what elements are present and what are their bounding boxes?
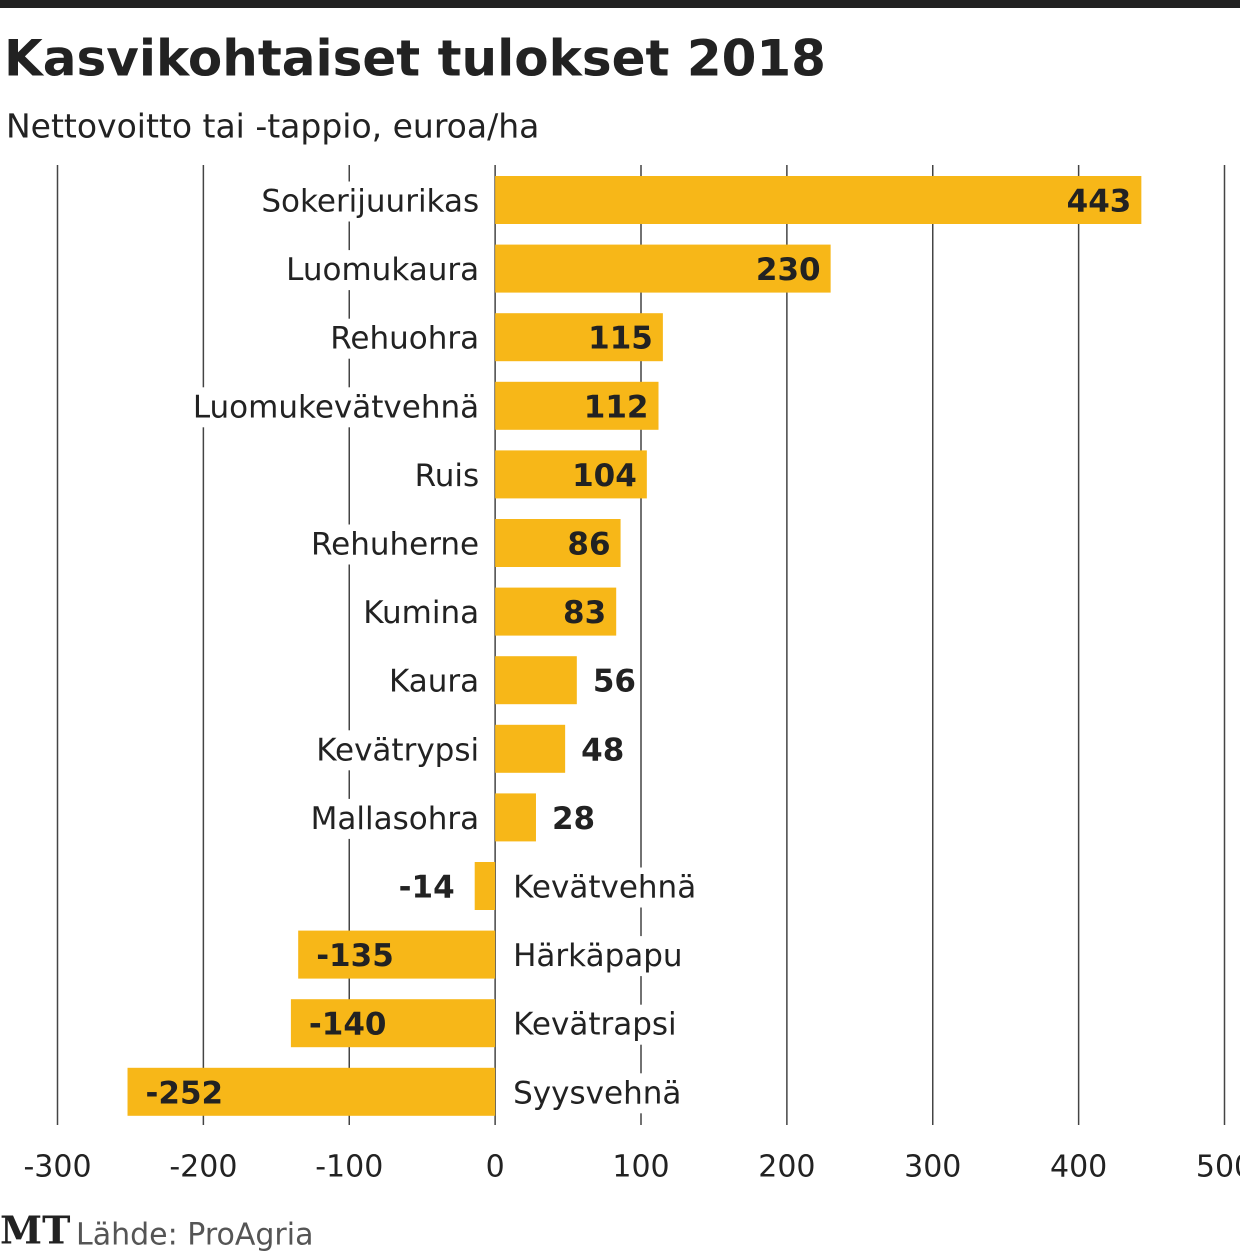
value-label: -252 [146,1075,224,1111]
category-label: Kevätrapsi [513,1007,677,1043]
label-backdrop [306,524,484,565]
category-label: Kumina [363,595,479,631]
label-backdrop [384,661,484,702]
label-backdrop [188,387,484,428]
bar [495,176,1142,224]
bar [495,244,831,293]
category-label: Syysvehnä [513,1075,681,1111]
x-tick-label: -300 [23,1150,91,1185]
bar [495,587,617,636]
label-backdrop [306,798,484,839]
source: Lähde: ProAgria [76,1218,313,1253]
label-backdrop [312,730,484,771]
label-backdrop [257,181,484,222]
value-label: -135 [316,938,394,974]
category-label: Kevätvehnä [513,870,696,906]
value-label: 443 [1067,184,1132,220]
value-label: 86 [567,527,610,563]
x-tick-label: 400 [1050,1150,1107,1185]
label-backdrop [509,1073,686,1114]
category-label: Härkäpapu [513,938,682,974]
value-label: 83 [563,595,606,631]
label-backdrop [509,936,687,977]
label-backdrop [509,1004,681,1045]
value-label: -14 [399,870,455,906]
x-tick-label: 300 [904,1150,961,1185]
value-label: 115 [588,321,653,357]
x-tick-label: 100 [612,1150,669,1185]
bar [495,656,577,705]
value-label: 56 [593,664,636,700]
value-label: 28 [552,801,595,837]
x-tick-label: 0 [486,1150,505,1185]
category-label: Kevätrypsi [316,732,479,768]
x-tick-label: -100 [315,1150,383,1185]
label-backdrop [509,867,701,908]
category-label: Kaura [389,664,479,700]
x-tick-label: 500 [1196,1150,1240,1185]
label-backdrop [410,455,484,496]
bar [495,381,659,430]
bar [290,999,496,1048]
category-label: Mallasohra [311,801,479,837]
label-backdrop [282,250,484,291]
category-label: Sokerijuurikas [261,184,479,220]
x-tick-label: 200 [758,1150,815,1185]
label-backdrop [326,318,484,359]
value-label: 104 [572,458,637,494]
logo: MT [0,1208,70,1253]
x-tick-label: -200 [169,1150,237,1185]
bar [127,1067,496,1116]
bar [495,519,621,567]
bar [474,862,496,910]
category-label: Rehuohra [330,321,479,357]
value-label: -140 [309,1007,387,1043]
bar [298,930,496,979]
value-label: 112 [584,389,649,425]
top-rule [0,0,1240,8]
bar [495,724,566,773]
bar [495,793,536,842]
category-label: Rehuherne [311,527,479,563]
chart-title: Kasvikohtaiset tulokset 2018 [4,30,826,88]
value-label: 230 [756,252,821,288]
chart-subtitle: Nettovoitto tai -tappio, euroa/ha [6,107,539,146]
category-label: Luomukevätvehnä [193,389,479,425]
bar [495,313,663,362]
category-label: Luomukaura [286,252,479,288]
label-backdrop [359,593,484,634]
value-label: 48 [581,732,624,768]
category-label: Ruis [415,458,480,494]
bar [495,450,647,499]
